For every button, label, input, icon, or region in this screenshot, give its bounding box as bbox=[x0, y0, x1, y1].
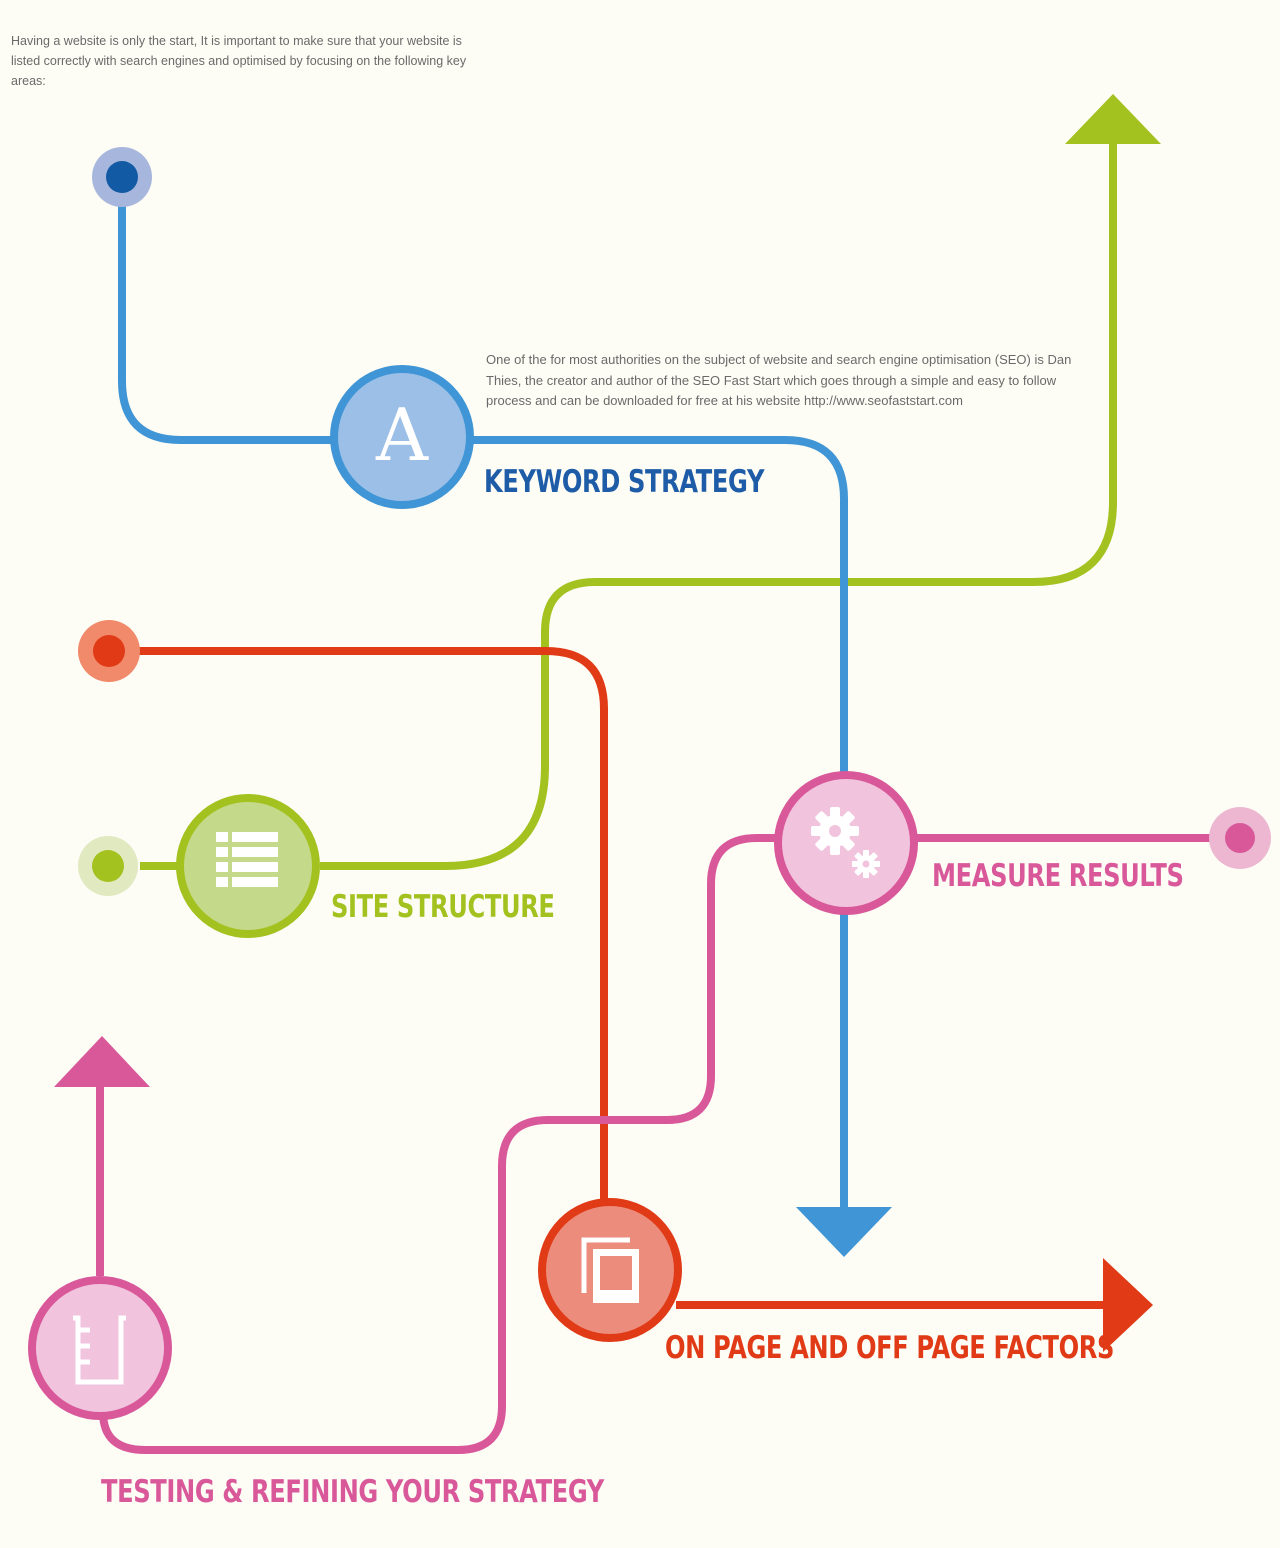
intro-text: Having a website is only the start, It i… bbox=[11, 34, 467, 88]
measure-results-label: MEASURE RESULTS bbox=[932, 858, 1184, 894]
gears-icon bbox=[811, 807, 880, 878]
keyword-strategy-start-dot bbox=[92, 147, 152, 207]
on-off-page-label: ON PAGE AND OFF PAGE FACTORS bbox=[665, 1330, 1115, 1366]
author-note: One of the for most authorities on the s… bbox=[486, 352, 1072, 408]
site-structure-arrow bbox=[1065, 94, 1161, 144]
keyword-strategy-arrow bbox=[796, 1207, 892, 1257]
testing-refining-arrow bbox=[54, 1036, 150, 1087]
keyword-strategy-line bbox=[118, 205, 848, 1212]
on-off-page-start-dot bbox=[78, 620, 140, 682]
measure-results-end-dot bbox=[1209, 807, 1271, 869]
pages-icon bbox=[581, 1237, 639, 1303]
list-icon bbox=[216, 832, 278, 887]
site-structure-start-dot bbox=[78, 836, 138, 896]
measure-results-node bbox=[774, 771, 918, 915]
on-off-page-line bbox=[138, 647, 1110, 1309]
testing-refining-label: TESTING & REFINING YOUR STRATEGY bbox=[101, 1474, 604, 1510]
site-structure-node bbox=[176, 794, 320, 938]
site-structure-line bbox=[140, 138, 1117, 870]
beaker-icon bbox=[73, 1315, 126, 1385]
site-structure-label: SITE STRUCTURE bbox=[331, 889, 555, 925]
on-off-page-arrow bbox=[1103, 1258, 1153, 1352]
keyword-strategy-label: KEYWORD STRATEGY bbox=[484, 464, 765, 500]
on-off-page-node bbox=[538, 1198, 682, 1342]
testing-refining-node bbox=[28, 1276, 172, 1420]
letter-a-icon: A bbox=[375, 393, 429, 477]
keyword-strategy-node: A bbox=[330, 365, 474, 509]
measure-results-line bbox=[96, 834, 1212, 1454]
